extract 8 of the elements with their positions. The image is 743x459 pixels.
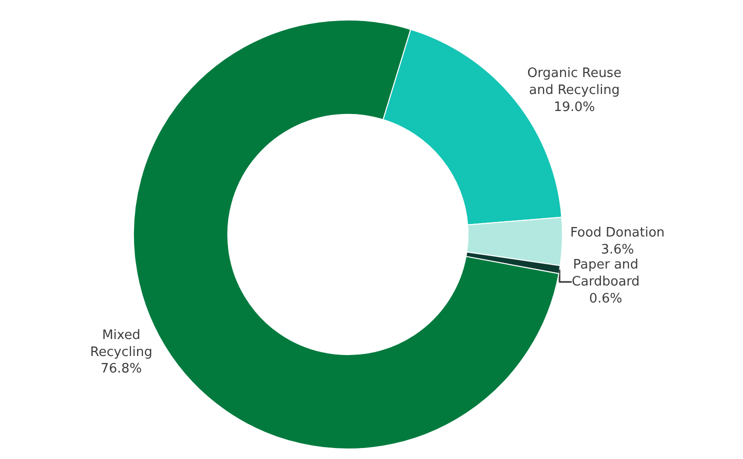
data-label: 19.0%: [554, 100, 596, 115]
data-label: 76.8%: [100, 362, 142, 377]
slice-label: Organic Reuse and Recycling: [527, 66, 622, 98]
slice-label: Mixed Recycling: [90, 328, 152, 360]
data-label: 3.6%: [600, 242, 634, 258]
slice-label: Paper and Cardboard: [572, 258, 640, 290]
data-label: 0.6%: [589, 291, 622, 306]
slice-label: Food Donation: [570, 226, 665, 241]
